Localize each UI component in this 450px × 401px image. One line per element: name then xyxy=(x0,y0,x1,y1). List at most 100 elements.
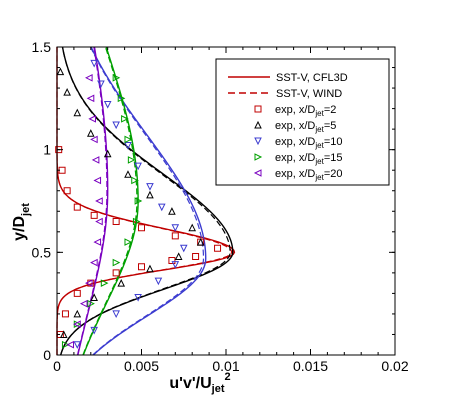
exp-marker-station-15 xyxy=(61,340,70,349)
exp-marker-station-20 xyxy=(86,94,95,103)
curve-wind-station-20 xyxy=(76,46,108,356)
curve-wind-station-10 xyxy=(90,46,205,356)
exp-marker-station-20 xyxy=(84,279,93,287)
exp-marker-station-15 xyxy=(131,176,139,185)
exp-marker-station-10 xyxy=(73,341,82,349)
exp-marker-station-20 xyxy=(79,299,88,308)
y-tick-label: 0.5 xyxy=(32,244,52,260)
legend: SST-V, CFL3D SST-V, WIND exp, x/Djet=2 exp,… xyxy=(215,58,390,186)
exp-marker-station-15 xyxy=(87,299,95,308)
legend-marker-triangle-down xyxy=(254,137,262,146)
curve-cfl3d-station-10 xyxy=(90,46,207,356)
exp-marker-station-20 xyxy=(90,258,98,267)
exp-marker-station-2 xyxy=(168,257,176,265)
exp-marker-station-15 xyxy=(121,115,129,123)
legend-marker-triangle-right xyxy=(254,153,263,161)
exp-marker-station-2 xyxy=(112,269,120,277)
exp-marker-station-10 xyxy=(112,310,120,319)
exp-marker-station-2 xyxy=(55,146,63,154)
curve-cfl3d-station-15 xyxy=(82,46,139,356)
exp-marker-station-20 xyxy=(95,197,103,205)
x-tick-label: 0 xyxy=(53,358,61,374)
exp-marker-station-15 xyxy=(100,279,109,287)
exp-marker-station-5 xyxy=(73,309,82,318)
exp-marker-station-2 xyxy=(138,263,145,271)
y-tick-label: 1.5 xyxy=(32,39,52,55)
exp-marker-station-5 xyxy=(103,149,112,158)
exp-marker-station-15 xyxy=(112,73,121,82)
y-axis-label: y/Djet xyxy=(11,203,32,241)
legend-marker-square xyxy=(254,105,262,113)
exp-marker-station-15 xyxy=(117,94,126,103)
exp-marker-station-5 xyxy=(59,330,68,338)
exp-marker-station-5 xyxy=(56,67,65,76)
curve-cfl3d-station-20 xyxy=(77,46,109,356)
exp-marker-station-2 xyxy=(171,232,179,240)
exp-marker-station-10 xyxy=(112,121,120,130)
exp-marker-station-5 xyxy=(73,108,82,117)
exp-marker-station-10 xyxy=(134,162,142,171)
exp-marker-station-15 xyxy=(127,156,136,164)
exp-marker-station-10 xyxy=(134,294,142,302)
exp-marker-station-20 xyxy=(66,340,75,349)
exp-marker-station-5 xyxy=(146,190,154,199)
exp-marker-station-10 xyxy=(124,142,132,150)
exp-marker-station-15 xyxy=(112,258,121,267)
x-tick-label: 0.015 xyxy=(293,358,328,374)
y-tick-label: 1 xyxy=(43,142,51,158)
legend-marker-triangle-left xyxy=(253,169,262,177)
exp-marker-station-10 xyxy=(171,224,180,232)
exp-marker-station-10 xyxy=(146,183,154,191)
exp-marker-station-10 xyxy=(157,203,166,212)
x-tick-label: 0.02 xyxy=(381,358,408,374)
exp-marker-station-20 xyxy=(95,217,103,226)
model-curves xyxy=(56,46,236,356)
exp-marker-station-5 xyxy=(90,293,98,302)
x-axis-ticks: 0 0.005 0.01 0.015 0.02 xyxy=(53,47,409,374)
legend-marker-triangle-up xyxy=(254,120,262,129)
x-axis-label: u'v'/Ujet2 xyxy=(169,371,230,395)
exp-marker-station-2 xyxy=(112,218,120,226)
exp-marker-station-5 xyxy=(168,207,176,215)
legend-entry-label: exp, x/Djet=2 xyxy=(275,104,336,118)
exp-marker-station-2 xyxy=(61,310,69,318)
exp-marker-station-5 xyxy=(146,264,154,273)
exp-marker-station-5 xyxy=(188,223,197,232)
exp-marker-station-20 xyxy=(93,238,102,246)
legend-entry-label: exp, x/Djet=20 xyxy=(275,168,342,182)
exp-marker-station-15 xyxy=(124,238,133,246)
exp-marker-station-2 xyxy=(192,252,200,260)
exp-marker-station-10 xyxy=(90,59,98,68)
exp-marker-station-2 xyxy=(73,203,81,211)
exp-marker-station-5 xyxy=(86,129,95,137)
exp-marker-station-10 xyxy=(179,244,188,253)
exp-marker-station-10 xyxy=(90,326,98,335)
legend-box xyxy=(215,58,390,186)
exp-marker-station-15 xyxy=(132,217,141,226)
exp-marker-station-20 xyxy=(90,135,98,144)
exp-marker-station-15 xyxy=(134,197,143,205)
exp-marker-station-10 xyxy=(103,100,112,109)
exp-marker-station-10 xyxy=(171,261,180,269)
exp-marker-station-5 xyxy=(174,252,183,260)
exp-marker-station-15 xyxy=(124,135,133,144)
exp-marker-station-5 xyxy=(196,237,205,246)
x-tick-label: 0.01 xyxy=(212,358,239,374)
legend-entry-label: exp, x/Djet=10 xyxy=(275,136,342,150)
exp-marker-station-5 xyxy=(117,279,126,287)
curve-wind-station-15 xyxy=(82,46,138,356)
exp-marker-station-2 xyxy=(63,187,71,195)
exp-marker-station-10 xyxy=(97,80,105,89)
exp-marker-station-2 xyxy=(214,244,222,252)
legend-entry-label: SST-V, WIND xyxy=(276,88,342,100)
legend-entry-label: SST-V, CFL3D xyxy=(276,72,348,84)
legend-entry-label: exp, x/Djet=5 xyxy=(275,120,336,134)
exp-marker-station-20 xyxy=(91,156,100,164)
exp-marker-station-10 xyxy=(154,277,163,286)
exp-marker-station-20 xyxy=(73,320,81,329)
curve-wind-station-5 xyxy=(60,46,231,356)
x-tick-label: 0.005 xyxy=(124,358,159,374)
y-axis-ticks: 0 0.5 1 1.5 xyxy=(32,39,395,363)
exp-marker-station-2 xyxy=(138,224,145,232)
